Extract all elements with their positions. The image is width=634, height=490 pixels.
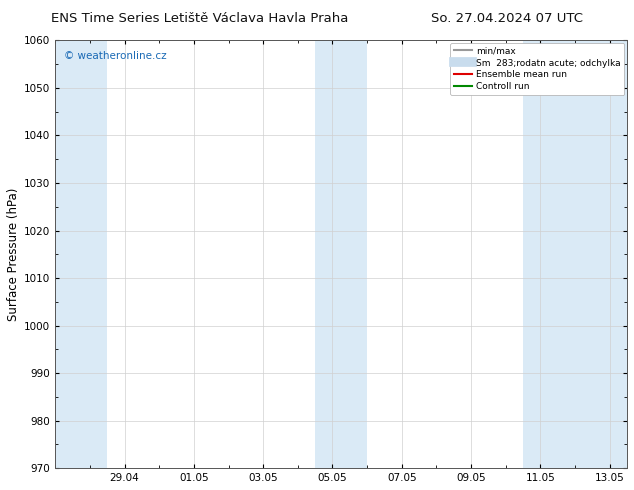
Legend: min/max, Sm  283;rodatn acute; odchylka, Ensemble mean run, Controll run: min/max, Sm 283;rodatn acute; odchylka, …: [450, 43, 624, 95]
Bar: [55, 40, 107, 468]
Text: © weatheronline.cz: © weatheronline.cz: [64, 51, 166, 61]
Bar: [315, 40, 367, 468]
Bar: [523, 40, 627, 468]
Text: So. 27.04.2024 07 UTC: So. 27.04.2024 07 UTC: [431, 12, 583, 25]
Text: ENS Time Series Letiště Václava Havla Praha: ENS Time Series Letiště Václava Havla Pr…: [51, 12, 348, 25]
Y-axis label: Surface Pressure (hPa): Surface Pressure (hPa): [7, 188, 20, 321]
